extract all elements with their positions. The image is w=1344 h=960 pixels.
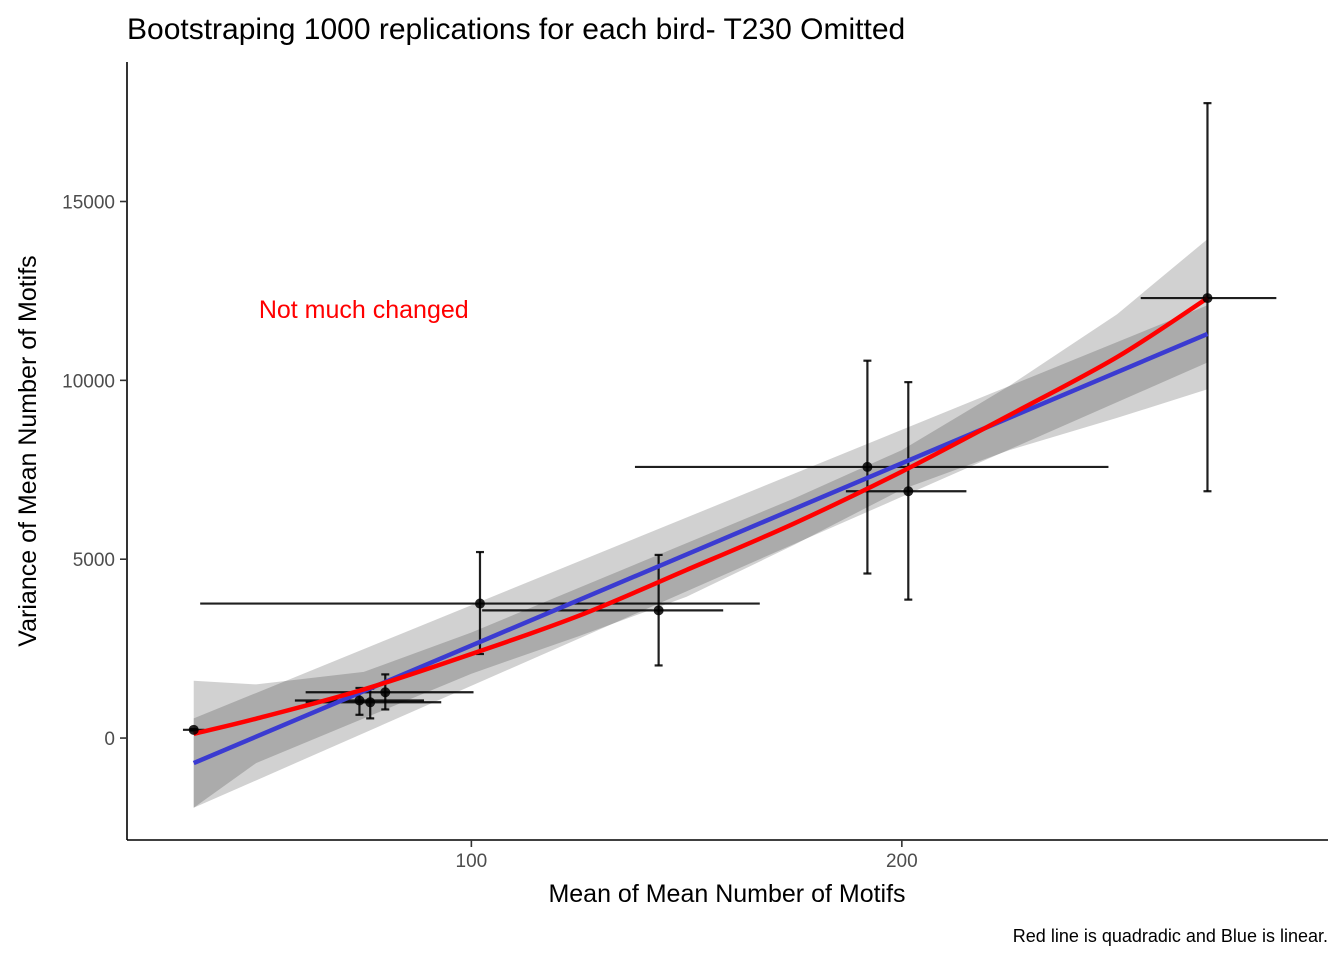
data-point-2 (354, 695, 365, 706)
quadratic-fit-line (193, 296, 1209, 736)
data-point-1 (188, 724, 199, 735)
y-tick-label: 10000 (62, 371, 115, 392)
quadratic-ci-band (193, 239, 1208, 808)
linear-ci-band (193, 305, 1208, 808)
data-point-4 (380, 687, 391, 698)
data-points (188, 293, 1213, 735)
chart-caption: Red line is quadradic and Blue is linear… (1013, 926, 1328, 946)
data-point-8 (903, 486, 914, 497)
linear-fit-line (192, 331, 1209, 766)
chart-title: Bootstraping 1000 replications for each … (127, 13, 905, 46)
data-point-7 (862, 461, 873, 472)
y-axis: 0 5000 10000 15000 (62, 62, 128, 840)
data-point-9 (1202, 293, 1213, 304)
plot-panel: Not much changed (182, 102, 1277, 808)
fit-lines (192, 296, 1209, 766)
data-point-5 (474, 598, 485, 609)
confidence-bands (193, 239, 1208, 808)
x-axis-title: Mean of Mean Number of Motifs (548, 880, 905, 908)
x-tick-label: 200 (886, 851, 918, 872)
y-tick-label: 15000 (62, 193, 115, 214)
x-tick-label: 100 (456, 851, 488, 872)
x-axis: 100 200 (127, 839, 1328, 872)
y-tick-label: 5000 (73, 550, 115, 571)
data-point-3 (365, 697, 376, 708)
x-axis-ticks: 100 200 (456, 840, 918, 872)
y-axis-ticks: 0 5000 10000 15000 (62, 193, 127, 750)
annotation-text: Not much changed (259, 296, 469, 324)
data-point-6 (653, 605, 664, 616)
y-axis-title: Variance of Mean Number of Motifs (14, 255, 42, 646)
y-tick-label: 0 (104, 729, 115, 750)
